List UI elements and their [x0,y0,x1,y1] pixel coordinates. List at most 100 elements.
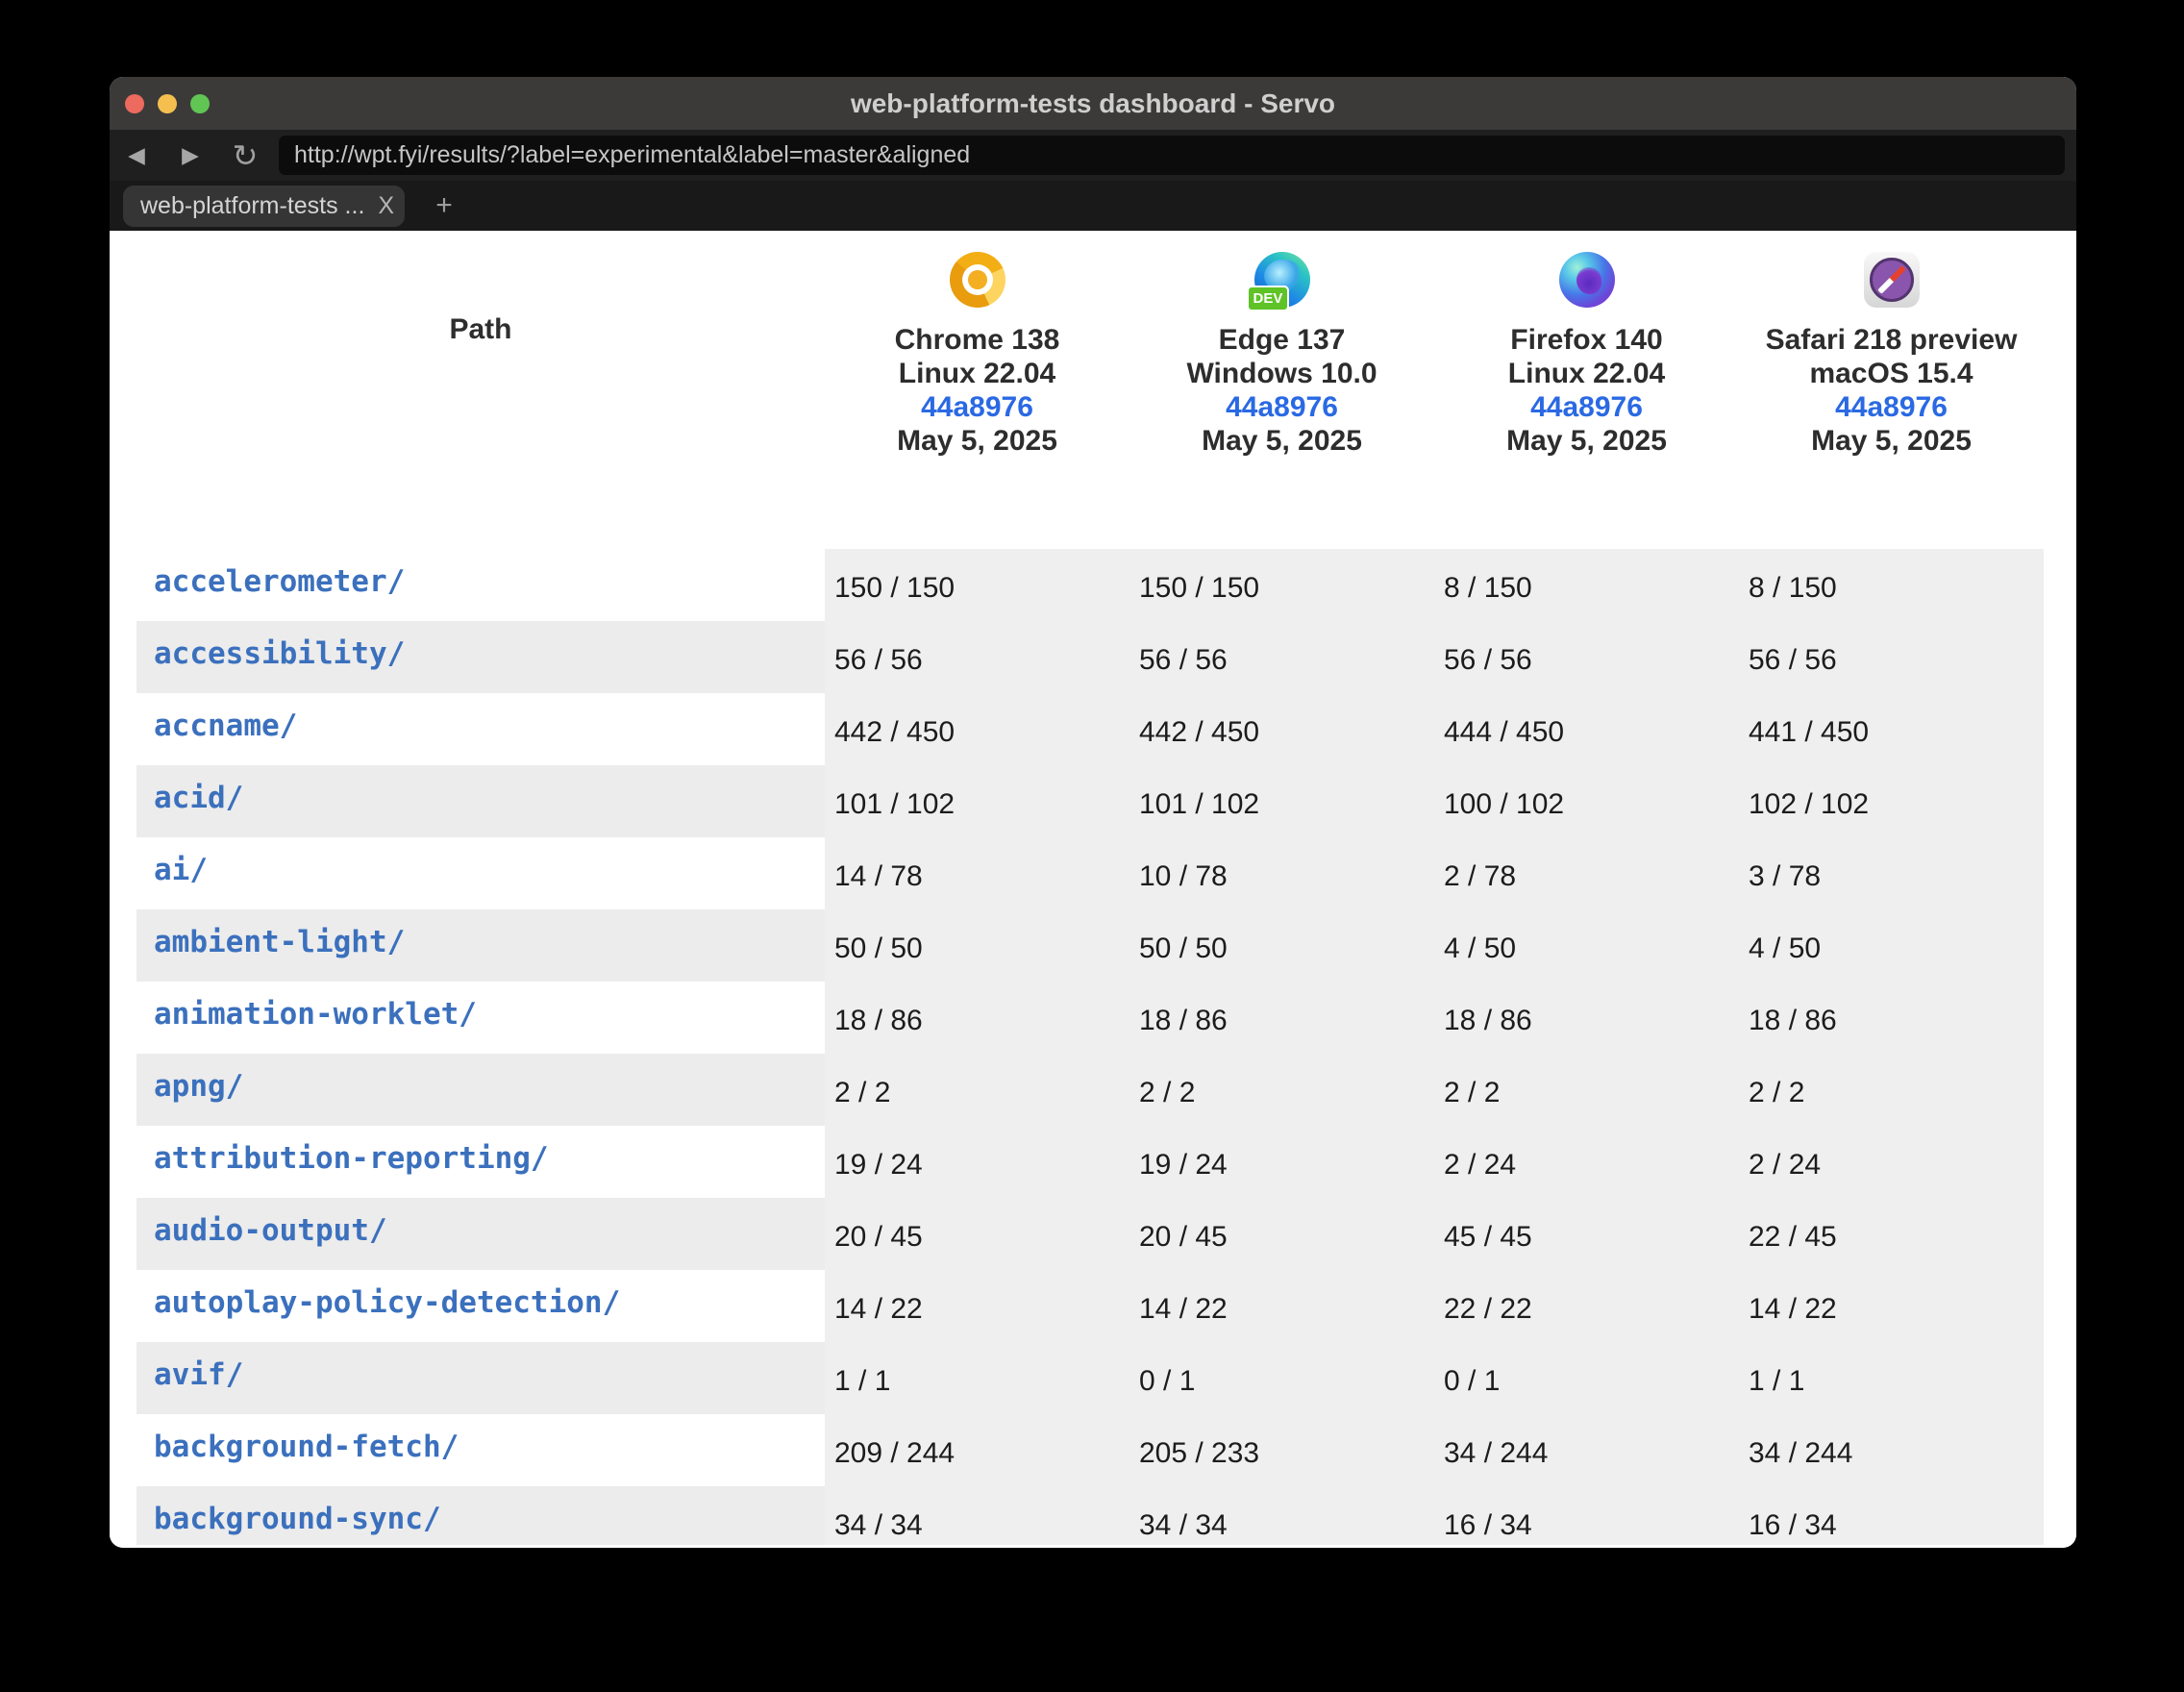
row-gutter [110,1126,136,1198]
table-row: background-fetch/ 209 / 244 205 / 233 34… [110,1414,2076,1486]
maximize-window-button[interactable] [190,93,210,113]
forward-icon[interactable]: ▶ [182,142,199,167]
browser-os: Linux 22.04 [898,358,1056,389]
result-cell: 34 / 244 [1444,1437,1549,1469]
result-cell: 0 / 1 [1444,1365,1501,1397]
path-link[interactable]: autoplay-policy-detection/ [154,1285,621,1320]
close-window-button[interactable] [125,93,144,113]
path-link[interactable]: background-fetch/ [154,1430,459,1464]
page-content: Path Chrome 138 Linux 22.04 44a8976 May … [110,231,2076,1548]
table-row: ai/ 14 / 78 10 / 78 2 / 78 3 / 78 [110,837,2076,909]
browser-os: Windows 10.0 [1186,358,1377,389]
path-link[interactable]: attribution-reporting/ [154,1141,549,1176]
path-link[interactable]: background-sync/ [154,1502,441,1536]
result-cell: 20 / 45 [834,1221,923,1253]
tab-label: web-platform-tests ... [140,192,365,219]
table-row: background-sync/ 34 / 34 34 / 34 16 / 34… [110,1486,2076,1545]
result-cell: 20 / 45 [1139,1221,1228,1253]
traffic-lights [125,77,210,130]
result-cell: 150 / 150 [1139,572,1260,604]
result-cell: 1 / 1 [834,1365,891,1397]
result-cell: 50 / 50 [834,933,923,964]
path-link[interactable]: avif/ [154,1357,244,1392]
result-cell: 18 / 86 [1139,1005,1228,1036]
path-link[interactable]: apng/ [154,1069,244,1104]
result-cell: 14 / 22 [1139,1293,1228,1325]
window-title: web-platform-tests dashboard - Servo [850,87,1336,118]
path-link[interactable]: accelerometer/ [154,564,406,599]
run-date: May 5, 2025 [897,425,1057,457]
path-link[interactable]: ambient-light/ [154,925,406,959]
path-link[interactable]: accessibility/ [154,636,406,671]
browser-column-header: Chrome 138 Linux 22.04 44a8976 May 5, 20… [825,231,1129,458]
result-cell: 34 / 34 [834,1509,923,1541]
url-input[interactable]: http://wpt.fyi/results/?label=experiment… [279,136,2065,175]
run-date: May 5, 2025 [1506,425,1667,457]
result-cell: 4 / 50 [1444,933,1517,964]
result-cell: 45 / 45 [1444,1221,1532,1253]
path-link[interactable]: acid/ [154,781,244,815]
browser-column-header: Firefox 140 Linux 22.04 44a8976 May 5, 2… [1434,231,1739,458]
path-cell: accname/ [136,693,825,765]
path-cell: accelerometer/ [136,549,825,621]
path-cell: acid/ [136,765,825,837]
result-cell: 50 / 50 [1139,933,1228,964]
row-gutter [110,549,136,621]
browser-name: Firefox 140 [1510,324,1663,356]
commit-sha-link[interactable]: 44a8976 [1530,391,1643,423]
result-cell: 2 / 24 [1444,1149,1517,1181]
path-column-header: Path [449,313,512,345]
table-row: animation-worklet/ 18 / 86 18 / 86 18 / … [110,982,2076,1054]
browser-column-header: DEV Edge 137 Windows 10.0 44a8976 May 5,… [1129,231,1434,458]
result-cell: 22 / 45 [1749,1221,1837,1253]
row-gutter [110,1414,136,1486]
result-cell: 18 / 86 [1749,1005,1837,1036]
safari-icon [1863,252,1920,308]
result-cell: 8 / 150 [1444,572,1532,604]
row-gutter [110,693,136,765]
table-row: audio-output/ 20 / 45 20 / 45 45 / 45 22… [110,1198,2076,1270]
result-cell: 18 / 86 [834,1005,923,1036]
browser-os: macOS 15.4 [1809,358,1973,389]
path-cell: ai/ [136,837,825,909]
tab-close-icon[interactable]: X [378,192,395,219]
result-cell: 3 / 78 [1749,860,1822,892]
result-cell: 2 / 24 [1749,1149,1822,1181]
browser-window: web-platform-tests dashboard - Servo ◀ ▶… [110,77,2076,1548]
new-tab-button[interactable]: + [435,189,453,221]
path-cell: apng/ [136,1054,825,1126]
path-link[interactable]: audio-output/ [154,1213,387,1248]
reload-icon[interactable]: ↻ [232,137,259,173]
row-gutter [110,1054,136,1126]
table-row: ambient-light/ 50 / 50 50 / 50 4 / 50 4 … [110,909,2076,982]
commit-sha-link[interactable]: 44a8976 [1226,391,1338,423]
icon-detail [1576,267,1601,294]
result-cell: 34 / 34 [1139,1509,1228,1541]
result-cell: 150 / 150 [834,572,956,604]
tab-wpt-dashboard[interactable]: web-platform-tests ... X [123,186,405,227]
result-cell: 101 / 102 [834,788,956,820]
path-link[interactable]: animation-worklet/ [154,997,477,1032]
path-cell: audio-output/ [136,1198,825,1270]
table-row: apng/ 2 / 2 2 / 2 2 / 2 2 / 2 [110,1054,2076,1126]
path-cell: attribution-reporting/ [136,1126,825,1198]
browser-name: Safari 218 preview [1765,324,2018,356]
row-gutter [110,837,136,909]
browser-name: Edge 137 [1218,324,1346,356]
back-icon[interactable]: ◀ [128,142,145,167]
result-cell: 2 / 78 [1444,860,1517,892]
result-cell: 19 / 24 [1139,1149,1228,1181]
minimize-window-button[interactable] [158,93,177,113]
commit-sha-link[interactable]: 44a8976 [921,391,1033,423]
result-cell: 0 / 1 [1139,1365,1196,1397]
path-link[interactable]: accname/ [154,709,298,743]
firefox-icon [1558,252,1615,308]
chrome-icon [949,252,1005,308]
result-cell: 34 / 244 [1749,1437,1853,1469]
commit-sha-link[interactable]: 44a8976 [1835,391,1948,423]
path-link[interactable]: ai/ [154,853,208,887]
result-cell: 14 / 22 [834,1293,923,1325]
table-row: autoplay-policy-detection/ 14 / 22 14 / … [110,1270,2076,1342]
result-cell: 14 / 78 [834,860,923,892]
result-cell: 101 / 102 [1139,788,1260,820]
